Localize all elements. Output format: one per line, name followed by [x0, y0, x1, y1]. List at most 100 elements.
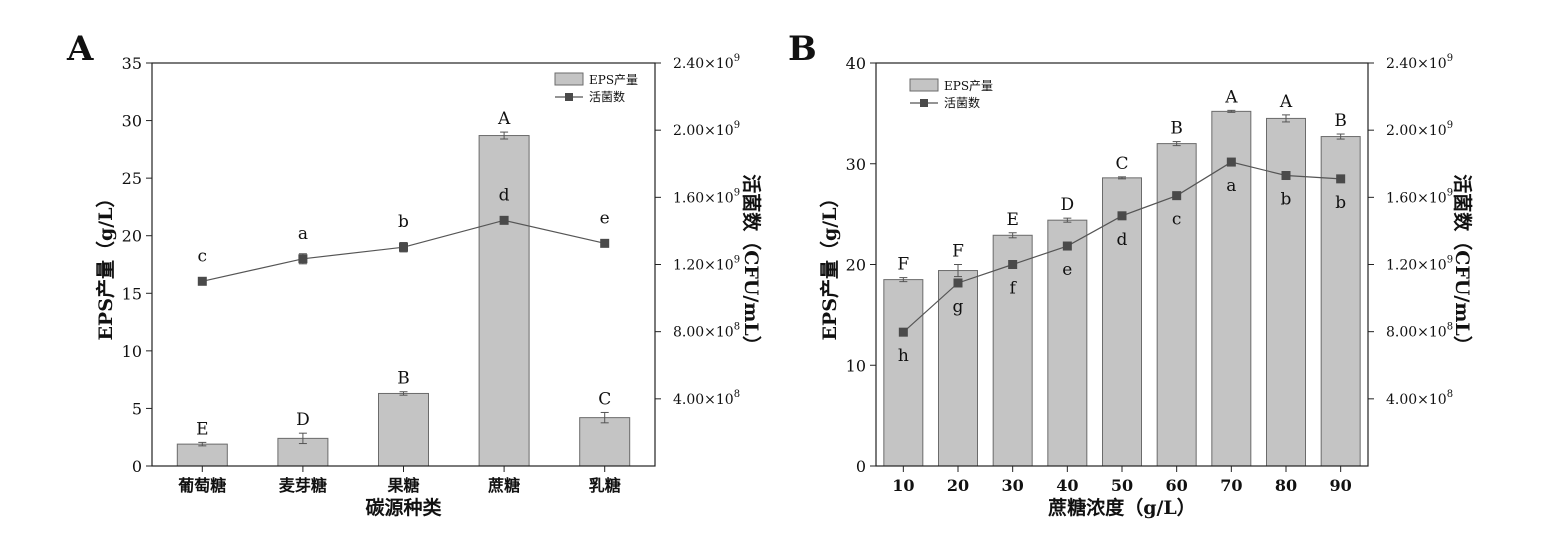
x-tick-label: 90 — [1330, 476, 1352, 495]
point-significance-label: g — [953, 297, 964, 317]
y-tick-label: 0 — [856, 457, 866, 476]
point-significance-label: a — [298, 224, 308, 244]
x-tick-label: 20 — [947, 476, 969, 495]
point-significance-label: a — [1226, 176, 1236, 196]
y2-tick-label: 2.00×109 — [673, 120, 740, 139]
legend-bar-label: EPS产量 — [944, 79, 993, 93]
legend-bar-swatch — [909, 78, 939, 92]
data-point — [1336, 174, 1346, 184]
x-tick-label: 10 — [892, 476, 914, 495]
y2-tick-label: 2.40×109 — [673, 53, 740, 72]
data-point — [1117, 211, 1127, 221]
point-significance-label: h — [898, 346, 909, 366]
point-significance-label: c — [198, 246, 208, 266]
legend-line-marker — [920, 99, 928, 107]
y2-tick-label: 1.60×109 — [1386, 187, 1453, 206]
legend-line-label: 活菌数 — [944, 95, 980, 110]
bar — [1266, 117, 1306, 467]
bar-significance-label: A — [497, 109, 511, 129]
legend-bar-label: EPS产量 — [589, 73, 638, 87]
chart-panel-b: B F F E D C B A A Bh g f e d c a b b 0 10 20 30 40 4.00×108 8.00… — [788, 29, 1474, 519]
y-tick-label: 20 — [122, 227, 142, 246]
x-tick-label: 果糖 — [386, 476, 419, 495]
y-axis-title: EPS产量（g/L） — [818, 188, 841, 340]
y-tick-label: 10 — [846, 356, 866, 375]
x-tick-label: 80 — [1275, 476, 1297, 495]
x-tick-label: 60 — [1166, 476, 1188, 495]
bar — [1320, 136, 1361, 467]
data-point — [1281, 171, 1291, 181]
y2-tick-label: 2.40×109 — [1386, 53, 1453, 72]
y2-tick-label: 4.00×108 — [1386, 389, 1453, 408]
y2-tick-label: 4.00×108 — [673, 389, 740, 408]
data-point — [1172, 191, 1182, 201]
legend-line-label: 活菌数 — [589, 89, 625, 104]
bar-significance-label: B — [397, 369, 410, 389]
bar-significance-label: B — [1170, 119, 1183, 139]
bar-significance-label: E — [1006, 210, 1018, 230]
x-tick-label: 麦芽糖 — [279, 476, 327, 495]
data-point — [1008, 260, 1018, 269]
point-significance-label: d — [499, 185, 510, 205]
y2-tick-label: 1.60×109 — [673, 187, 740, 206]
y2-tick-label: 2.00×109 — [1386, 120, 1453, 139]
y-tick-label: 30 — [846, 155, 866, 174]
bar-significance-label: C — [1115, 154, 1128, 174]
bar — [883, 279, 924, 467]
data-point — [298, 254, 308, 264]
bar-significance-label: D — [296, 410, 310, 430]
x-tick-label: 50 — [1111, 476, 1133, 495]
point-significance-label: b — [1281, 190, 1292, 210]
y-tick-label: 10 — [122, 342, 142, 361]
data-point — [1226, 157, 1236, 167]
y-tick-label: 40 — [846, 54, 866, 73]
legend-bar-swatch — [554, 72, 584, 86]
y-tick-label: 0 — [132, 457, 142, 476]
x-tick-label: 30 — [1002, 476, 1024, 495]
x-tick-label: 70 — [1220, 476, 1242, 495]
bar-significance-label: F — [897, 255, 909, 275]
y2-tick-label: 8.00×108 — [673, 322, 740, 341]
chart-panel-a: A E D B A Cc a b d e 0 5 10 15 20 25 30 35 4.00×108 8.00×10… — [66, 29, 763, 519]
bar — [1047, 219, 1088, 467]
point-significance-label: d — [1117, 230, 1128, 250]
bar-significance-label: B — [1334, 111, 1347, 131]
data-point — [600, 238, 610, 248]
data-point — [1062, 241, 1072, 251]
x-tick-label: 40 — [1056, 476, 1078, 495]
data-point — [197, 276, 207, 286]
data-point — [953, 278, 963, 288]
bar-significance-label: E — [196, 419, 208, 439]
y-tick-label: 5 — [132, 399, 142, 418]
data-point — [898, 327, 908, 337]
y2-tick-label: 1.20×109 — [1386, 255, 1453, 274]
point-significance-label: e — [600, 208, 610, 228]
y2-axis-title: 活菌数（CFU/mL） — [1451, 174, 1474, 355]
point-significance-label: b — [1335, 193, 1346, 213]
point-significance-label: e — [1062, 260, 1072, 280]
bar-significance-label: F — [952, 242, 964, 262]
point-significance-label: b — [398, 212, 409, 232]
y-axis-title: EPS产量（g/L） — [94, 188, 117, 340]
x-tick-label: 乳糖 — [589, 476, 621, 495]
point-significance-label: f — [1010, 279, 1018, 299]
bar — [378, 392, 429, 467]
point-significance-label: c — [1172, 210, 1182, 230]
y2-axis-title: 活菌数（CFU/mL） — [740, 174, 763, 355]
bar-significance-label: C — [598, 389, 611, 409]
bar — [176, 443, 228, 467]
bar-significance-label: A — [1224, 87, 1238, 107]
x-tick-label: 葡萄糖 — [177, 476, 226, 495]
panel-letter: B — [788, 29, 817, 69]
bar-significance-label: A — [1279, 92, 1293, 112]
x-axis-title: 蔗糖浓度（g/L） — [1047, 496, 1196, 519]
y2-tick-label: 8.00×108 — [1386, 322, 1453, 341]
y-tick-label: 30 — [122, 112, 142, 131]
y-tick-label: 25 — [122, 169, 142, 188]
y2-tick-label: 1.20×109 — [673, 255, 740, 274]
y-tick-label: 20 — [846, 256, 866, 275]
bar — [579, 417, 631, 467]
